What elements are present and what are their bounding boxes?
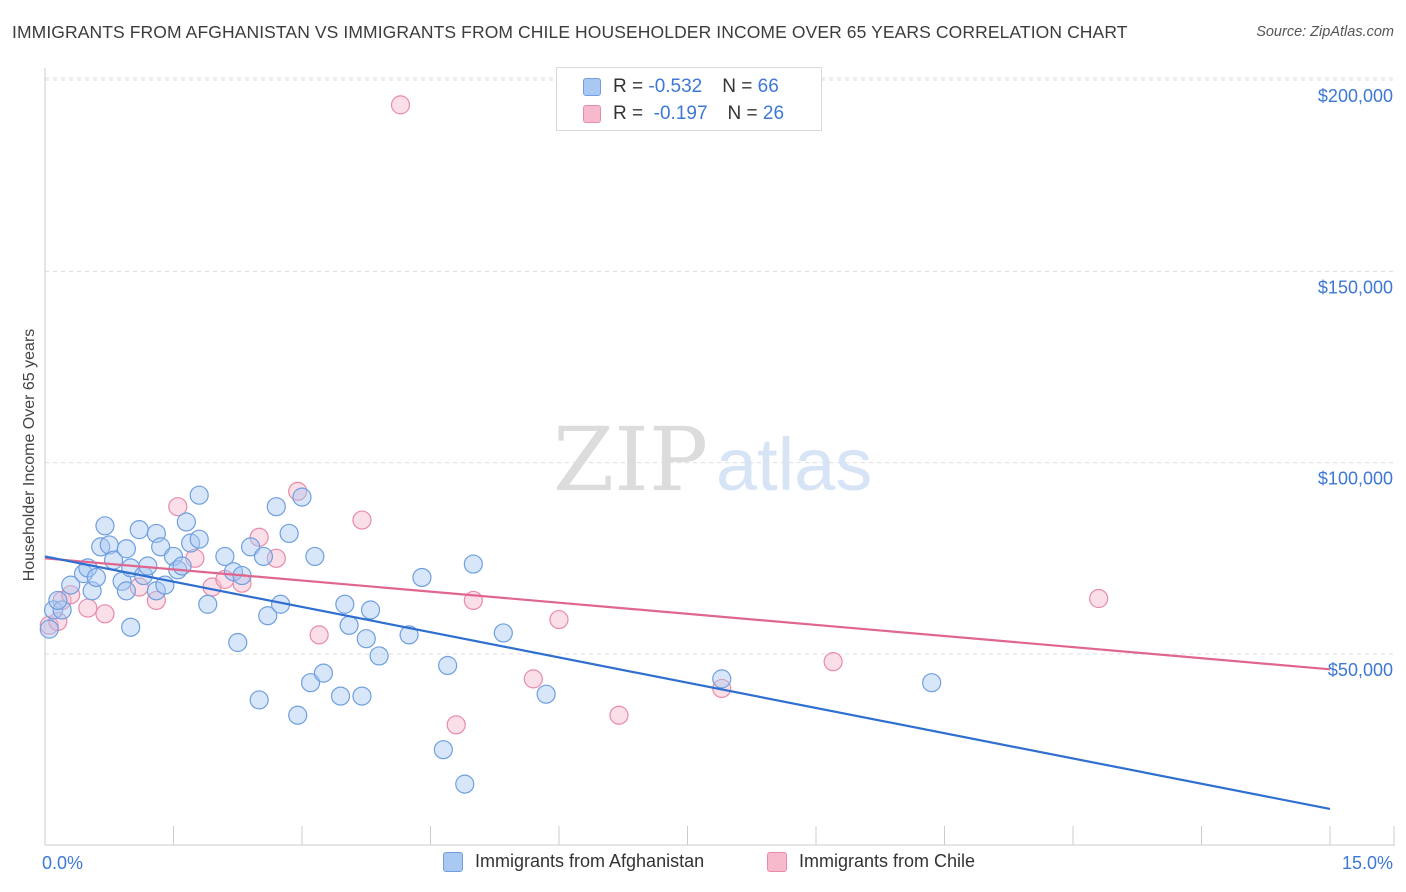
- data-point-afghanistan: [493, 623, 513, 643]
- watermark: ZIP atlas: [553, 408, 872, 511]
- watermark-atlas: atlas: [716, 423, 872, 506]
- gridlines: [45, 77, 1395, 655]
- data-point-afghanistan: [228, 632, 248, 653]
- legend-n-value: 26: [762, 103, 785, 124]
- data-point-afghanistan: [48, 590, 68, 611]
- data-point-afghanistan: [172, 556, 192, 576]
- x-tick-label: 15.0%: [1342, 853, 1393, 873]
- legend-item-afghanistan[interactable]: Immigrants from Afghanistan: [443, 851, 704, 872]
- data-point-afghanistan: [330, 686, 351, 706]
- legend-n-label: N =: [722, 76, 758, 97]
- data-point-afghanistan: [438, 655, 458, 676]
- data-point-chile: [309, 625, 329, 645]
- watermark-zip: ZIP: [553, 408, 708, 511]
- data-point-afghanistan: [339, 615, 359, 635]
- data-point-afghanistan: [335, 594, 355, 614]
- data-point-afghanistan: [412, 567, 432, 588]
- data-point-afghanistan: [86, 567, 107, 588]
- legend-r-label: R =: [613, 103, 649, 124]
- series-chile-points: [39, 95, 1109, 735]
- data-point-afghanistan: [360, 600, 381, 620]
- y-tick-label: $200,000: [1318, 86, 1393, 106]
- legend-label-chile: Immigrants from Chile: [799, 851, 976, 871]
- data-point-afghanistan: [258, 606, 278, 626]
- legend-r-value: -0.197: [648, 103, 708, 124]
- chart-title: IMMIGRANTS FROM AFGHANISTAN VS IMMIGRANT…: [12, 22, 1128, 42]
- legend-label-afghanistan: Immigrants from Afghanistan: [475, 851, 705, 871]
- legend-r-label: R =: [613, 76, 649, 97]
- data-point-afghanistan: [279, 523, 299, 544]
- data-point-afghanistan: [266, 497, 286, 517]
- data-point-chile: [95, 604, 115, 624]
- y-tick-label: $100,000: [1318, 469, 1393, 489]
- series-afghanistan-points: [39, 485, 942, 794]
- legend-swatch-chile: [767, 851, 787, 872]
- data-point-afghanistan: [95, 516, 115, 536]
- y-tick-labels: $50,000 $100,000 $150,000 $200,000: [1318, 86, 1393, 680]
- axes: [44, 68, 1395, 846]
- data-point-afghanistan: [313, 663, 334, 683]
- legend-swatch-afghanistan: [443, 851, 463, 872]
- data-point-afghanistan: [536, 684, 556, 704]
- y-tick-label: $50,000: [1328, 660, 1393, 680]
- data-point-afghanistan: [399, 625, 419, 645]
- data-point-afghanistan: [121, 617, 141, 637]
- data-point-afghanistan: [116, 581, 136, 601]
- legend-row-afghanistan: R = -0.532 N = 66: [583, 74, 779, 100]
- data-point-afghanistan: [198, 594, 218, 614]
- data-point-afghanistan: [463, 554, 483, 574]
- legend-swatch-chile: [583, 105, 601, 123]
- y-tick-label: $150,000: [1318, 277, 1393, 297]
- data-point-chile: [523, 669, 543, 689]
- data-point-chile: [549, 609, 569, 630]
- legend-n-value: 66: [757, 76, 779, 97]
- data-point-afghanistan: [189, 529, 209, 549]
- data-point-afghanistan: [352, 686, 372, 706]
- data-point-afghanistan: [39, 619, 59, 639]
- data-point-afghanistan: [249, 690, 269, 710]
- data-point-afghanistan: [356, 629, 376, 649]
- data-point-chile: [609, 705, 629, 725]
- data-point-chile: [168, 497, 188, 517]
- data-point-afghanistan: [712, 669, 732, 689]
- data-point-afghanistan: [129, 520, 149, 540]
- legend-row-chile: R = -0.197 N = 26: [583, 101, 784, 127]
- data-point-afghanistan: [369, 646, 389, 666]
- data-point-afghanistan: [189, 485, 209, 505]
- data-point-afghanistan: [52, 600, 72, 620]
- legend-n-label: N =: [727, 103, 763, 124]
- data-point-afghanistan: [241, 537, 261, 557]
- trend-line-afghanistan: [44, 555, 1331, 811]
- data-point-afghanistan: [300, 673, 321, 693]
- data-point-afghanistan: [176, 512, 196, 532]
- legend-r-value: -0.532: [648, 76, 703, 97]
- source-label: Source: ZipAtlas.com: [1256, 24, 1394, 40]
- data-point-afghanistan: [61, 575, 81, 595]
- data-point-afghanistan: [433, 740, 453, 760]
- data-point-afghanistan: [151, 537, 171, 557]
- data-point-afghanistan: [292, 487, 312, 507]
- stats-legend: R = -0.532 N = 66 R = -0.197 N = 26: [556, 67, 822, 131]
- data-point-afghanistan: [922, 673, 942, 693]
- data-point-chile: [390, 95, 411, 115]
- data-point-chile: [1089, 588, 1109, 609]
- data-point-chile: [823, 652, 843, 672]
- data-point-afghanistan: [455, 774, 475, 794]
- x-tick-label: 0.0%: [42, 853, 83, 873]
- data-point-chile: [446, 715, 466, 735]
- data-point-afghanistan: [116, 539, 136, 559]
- legend-swatch-afghanistan: [583, 78, 601, 96]
- data-point-afghanistan: [253, 546, 274, 567]
- legend-item-chile[interactable]: Immigrants from Chile: [767, 851, 975, 872]
- trend-line-chile: [44, 557, 1331, 671]
- data-point-afghanistan: [215, 546, 235, 567]
- data-point-afghanistan: [288, 705, 308, 725]
- x-tick-labels: 0.0% 15.0%: [42, 853, 1393, 873]
- data-point-chile: [352, 510, 372, 530]
- data-point-chile: [78, 598, 98, 618]
- trend-lines: [44, 555, 1331, 811]
- data-point-afghanistan: [305, 546, 325, 567]
